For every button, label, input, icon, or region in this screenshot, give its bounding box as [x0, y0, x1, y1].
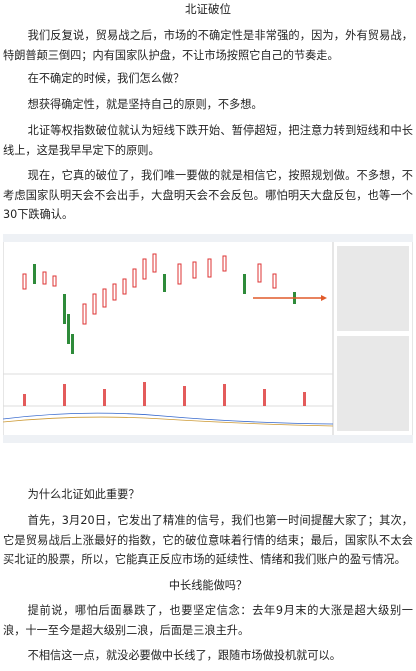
- paragraph: 想获得确定性，就是坚持自己的原则，不多想。: [27, 98, 263, 111]
- stock-chart-screenshot: [3, 234, 413, 443]
- article-title: 北证破位: [185, 2, 231, 16]
- paragraph: 在不确定的时候，我们怎么做？: [27, 72, 185, 85]
- paragraph: 我们反复说，贸易战之后，市场的不确定性是非常强的，因为，外有贸易战，特朗普颠三倒…: [3, 29, 413, 62]
- section-heading: 中长线能做吗？: [168, 579, 248, 592]
- paragraph: 首先，3月20日，它发出了精准的信号，我们也第一时间提醒大家了；其次，它是贸易战…: [3, 514, 413, 566]
- paragraph: 北证等权指数破位就认为短线下跌开始、暂停超短，把注意力转到短线和中长线上，这是我…: [3, 124, 413, 157]
- paragraph: 不相信这一点，就没必要做中长线了，跟随市场做投机就可以。: [27, 649, 341, 662]
- paragraph: 提前说，哪怕后面暴跌了，也要坚定信念：去年9月末的大涨是超大级别一浪，十一至今是…: [3, 604, 413, 637]
- paragraph: 现在，它真的破位了，我们唯一要做的就是相信它，按照规划做。不多想，不考虑国家队明…: [3, 169, 413, 221]
- paragraph: 为什么北证如此重要？: [27, 488, 140, 501]
